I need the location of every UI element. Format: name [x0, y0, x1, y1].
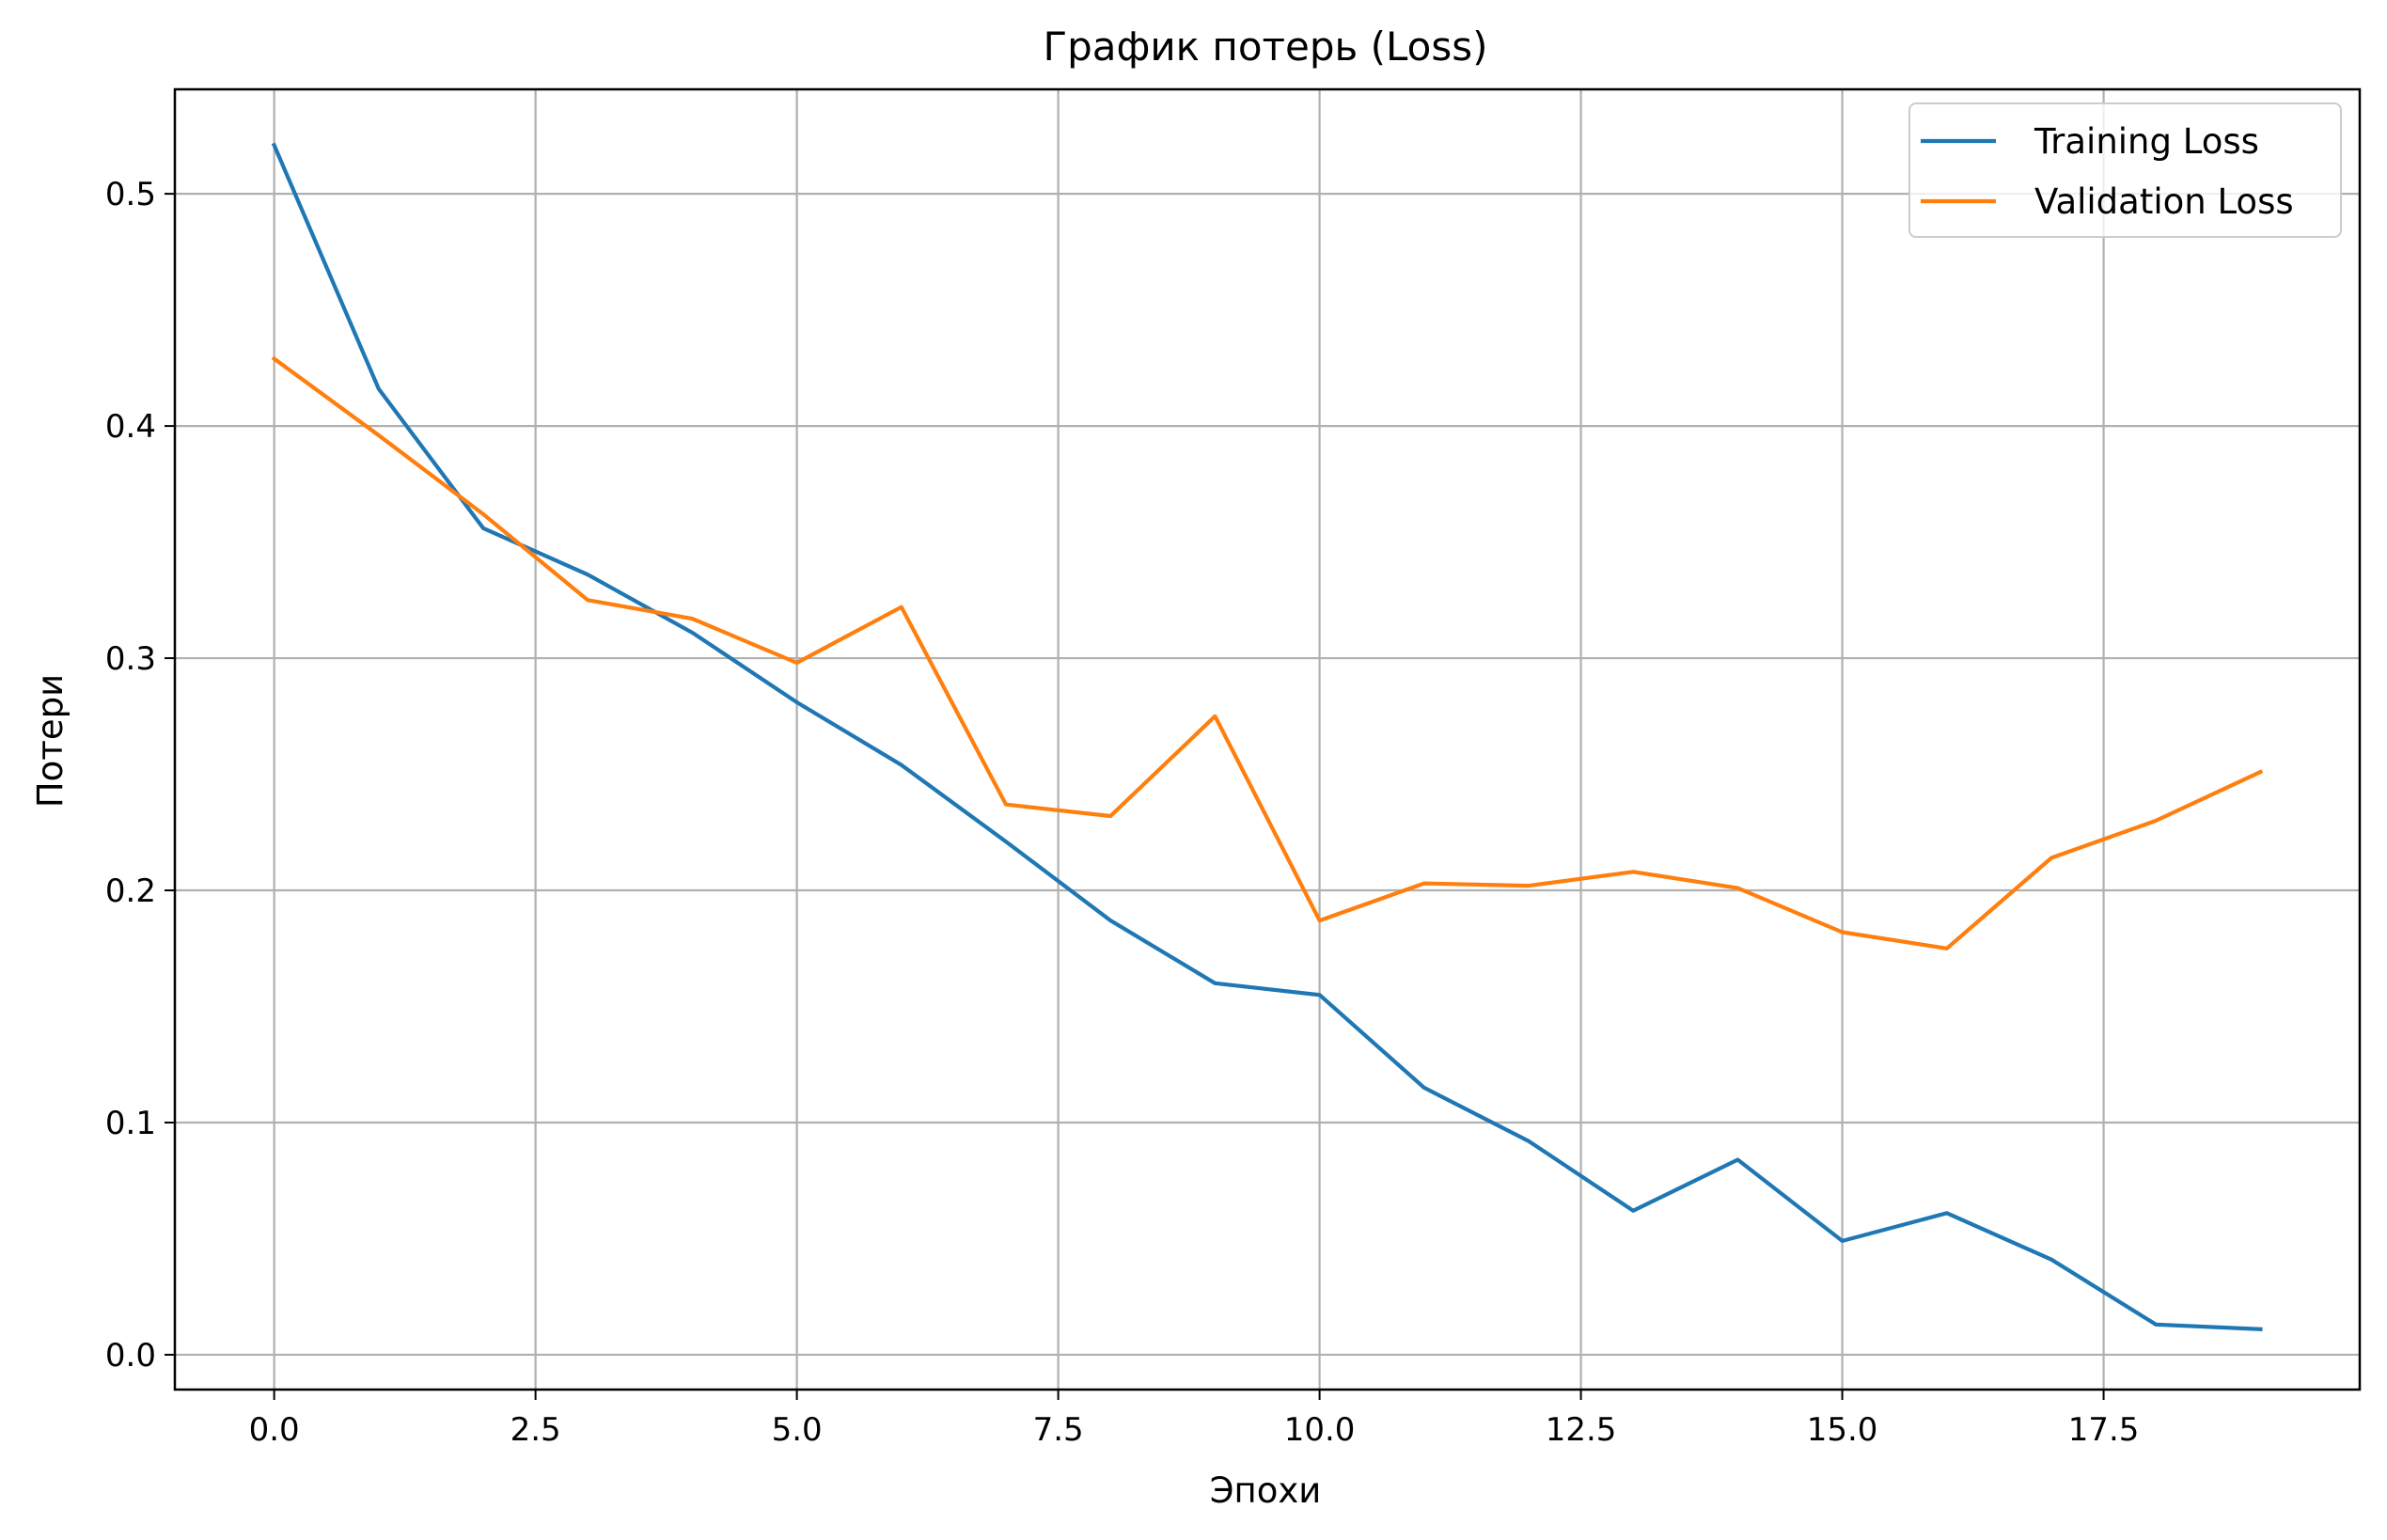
- y-tick-label: 0.5: [105, 176, 156, 213]
- y-tick-label: 0.2: [105, 872, 156, 910]
- x-tick-label: 12.5: [1546, 1411, 1617, 1449]
- legend-box: [1908, 102, 2342, 238]
- y-tick-label: 0.1: [105, 1105, 156, 1142]
- y-tick-label: 0.4: [105, 408, 156, 446]
- x-tick-label: 17.5: [2068, 1411, 2140, 1449]
- legend: Training Loss Validation Loss: [1908, 102, 2342, 238]
- y-tick-label: 0.0: [105, 1337, 156, 1375]
- legend-label-validation-loss: Validation Loss: [2034, 181, 2294, 222]
- training-loss-line: [271, 142, 2263, 1331]
- series-lines: [271, 142, 2264, 1331]
- x-tick-label: 5.0: [772, 1411, 823, 1449]
- y-axis-title: Потери: [30, 674, 71, 808]
- plot-frame: [173, 87, 2362, 1391]
- y-tick-label: 0.3: [105, 640, 156, 678]
- grid-lines: [175, 89, 2360, 1390]
- x-axis-title: Эпохи: [1210, 1470, 1322, 1511]
- x-tick-label: 0.0: [249, 1411, 300, 1449]
- chart-title: График потерь (Loss): [1043, 24, 1487, 70]
- validation-loss-line: [271, 355, 2264, 951]
- x-tick-label: 15.0: [1807, 1411, 1878, 1449]
- x-tick-label: 2.5: [510, 1411, 561, 1449]
- axis-ticks: 0.0 2.5 5.0 7.5 10.0 12.5 15.0 17.5 0.0 0.1 0.2 0.3…: [105, 176, 2139, 1449]
- x-tick-label: 10.0: [1284, 1411, 1356, 1449]
- x-tick-label: 7.5: [1033, 1411, 1084, 1449]
- legend-label-training-loss: Training Loss: [2034, 121, 2259, 162]
